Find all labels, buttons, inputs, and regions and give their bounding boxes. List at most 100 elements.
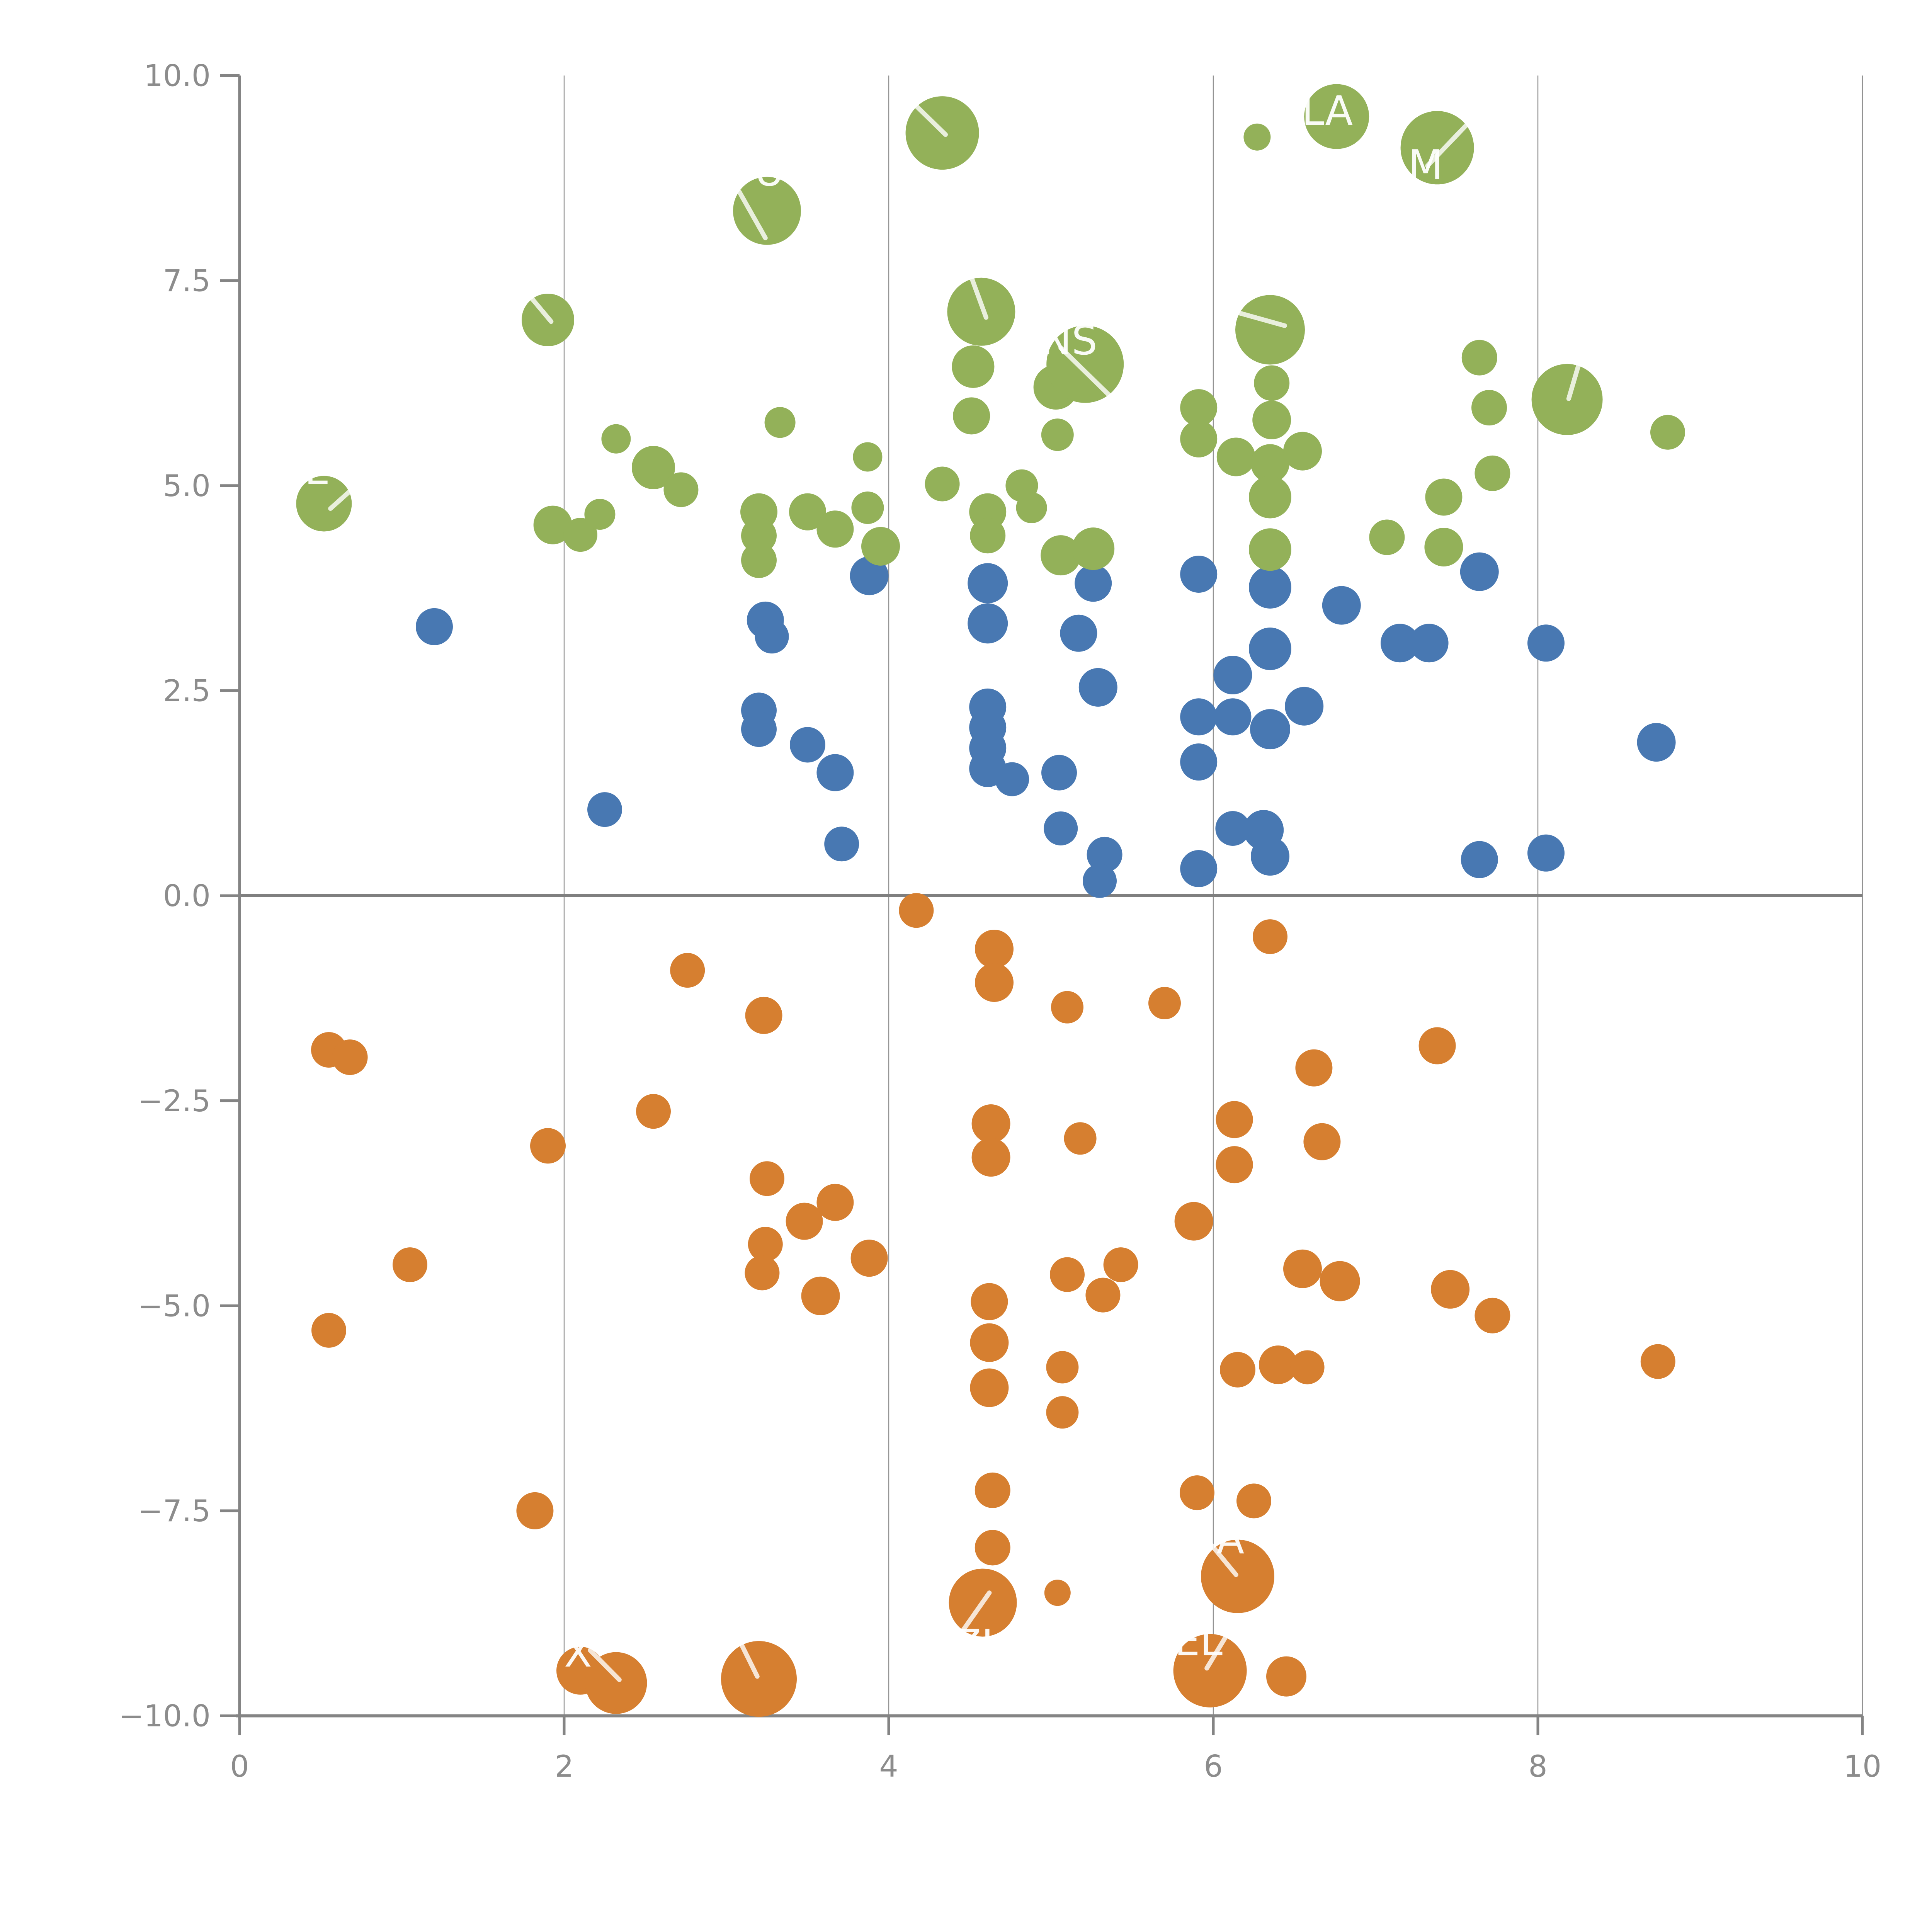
- scatter-point-orange: [1148, 987, 1181, 1020]
- scatter-point-orange: [1050, 1257, 1085, 1292]
- scatter-point-blue: [1410, 624, 1449, 663]
- scatter-point-green: [1425, 478, 1463, 516]
- scatter-point-green: [1475, 455, 1510, 491]
- scatter-point-orange: [1046, 1351, 1079, 1384]
- scatter-point-orange: [801, 1276, 840, 1315]
- scatter-point-blue: [1180, 555, 1218, 593]
- scatter-point-green: [296, 476, 352, 532]
- scatter-point-orange: [1236, 1483, 1271, 1519]
- y-tick-label: 10.0: [144, 59, 211, 94]
- scatter-point-green: [861, 527, 900, 566]
- scatter-point-blue: [1460, 552, 1499, 591]
- scatter-point-green: [1180, 420, 1218, 457]
- scatter-point-blue: [968, 603, 1008, 644]
- scatter-point-orange: [1085, 1277, 1121, 1313]
- scatter-point-blue: [1180, 743, 1218, 781]
- annotation-leader-line: [1201, 1533, 1238, 1577]
- scatter-point-orange: [1303, 1123, 1341, 1160]
- scatter-point-green: [1046, 325, 1124, 403]
- annotation-leader-line: [737, 189, 768, 240]
- annotation-leader-line: [951, 1590, 992, 1646]
- scatter-point-orange: [850, 1240, 888, 1277]
- scatter-point-orange: [975, 1530, 1010, 1566]
- scatter-point-blue: [1075, 565, 1112, 602]
- annotation-leader-line: [896, 86, 948, 137]
- scatter-point-green: [1304, 84, 1369, 149]
- annotation-leader-line: [588, 1648, 622, 1682]
- scatter-point-orange: [636, 1094, 671, 1129]
- annotation-leader-line: [964, 262, 988, 320]
- scatter-point-orange: [585, 1652, 647, 1714]
- scatter-point-green: [584, 499, 616, 530]
- scatter-point-orange: [311, 1313, 346, 1348]
- annotation-leader-line: [1566, 352, 1584, 401]
- scatter-point-blue: [816, 754, 854, 791]
- scatter-point-blue: [741, 711, 777, 747]
- scatter-point-green: [1249, 528, 1291, 571]
- x-tick-label: 8: [1528, 1749, 1547, 1784]
- scatter-point-orange: [1320, 1261, 1360, 1301]
- scatter-point-orange: [975, 929, 1014, 968]
- scatter-point-green: [952, 345, 995, 388]
- scatter-point-orange: [516, 1492, 554, 1529]
- y-tick-label: −10.0: [119, 1699, 211, 1734]
- scatter-point-orange: [721, 1641, 797, 1717]
- annotation-leader-line: [513, 276, 554, 324]
- scatter-point-green: [789, 493, 826, 531]
- y-tick-label: 5.0: [163, 469, 211, 503]
- scatter-point-orange: [748, 1227, 783, 1262]
- scatter-point-green: [1424, 527, 1463, 566]
- scatter-point-orange: [816, 1184, 854, 1221]
- scatter-point-orange: [332, 1039, 368, 1075]
- scatter-point-green: [733, 177, 801, 245]
- scatter-point-green: [741, 542, 777, 578]
- scatter-point-orange: [971, 1283, 1008, 1320]
- scatter-point-green: [533, 505, 572, 544]
- scatter-point-blue: [968, 563, 1008, 604]
- scatter-point-green: [925, 466, 960, 502]
- scatter-point-green: [1254, 365, 1290, 401]
- annotation-leader-line: [1425, 116, 1476, 168]
- x-tick-label: 4: [879, 1749, 898, 1784]
- scatter-point-green: [1249, 476, 1291, 519]
- annotation-leader-line: [1221, 306, 1287, 328]
- y-tick-label: −2.5: [138, 1084, 211, 1119]
- scatter-point-blue: [850, 556, 889, 595]
- annotation-label: X: [564, 1629, 592, 1676]
- scatter-point-orange: [1064, 1122, 1097, 1155]
- scatter-point-orange: [393, 1247, 427, 1282]
- scatter-point-green: [601, 424, 631, 454]
- annotation-label: ZL: [954, 1621, 1004, 1668]
- annotation-label: M: [1408, 141, 1443, 189]
- x-tick-label: 10: [1844, 1749, 1882, 1784]
- scatter-point-orange: [1418, 1027, 1456, 1065]
- scatter-point-green: [947, 277, 1015, 346]
- scatter-point-orange: [1259, 1345, 1298, 1384]
- scatter-point-blue: [1180, 698, 1218, 736]
- scatter-point-orange: [1173, 1634, 1247, 1708]
- scatter-point-orange: [750, 1161, 784, 1196]
- scatter-point-orange: [970, 1368, 1009, 1407]
- scatter-point-orange: [1044, 1580, 1071, 1606]
- scatter-point-green: [764, 407, 796, 438]
- scatter-point-blue: [1249, 566, 1291, 609]
- scatter-point-orange: [745, 997, 782, 1034]
- scatter-point-green: [1041, 418, 1074, 451]
- scatter-point-blue: [995, 762, 1029, 796]
- annotation-leader-line: [1204, 1628, 1232, 1671]
- scatter-point-orange: [1290, 1350, 1325, 1384]
- scatter-point-green: [1243, 123, 1271, 151]
- scatter-point-green: [1369, 519, 1405, 555]
- scatter-point-orange: [971, 1138, 1010, 1177]
- scatter-point-green: [1252, 400, 1291, 439]
- annotation-leader-line: [730, 1625, 760, 1679]
- x-tick-label: 2: [554, 1749, 573, 1784]
- scatter-point-orange: [1180, 1475, 1214, 1510]
- y-tick-label: −5.0: [138, 1289, 211, 1323]
- scatter-point-orange: [975, 963, 1014, 1002]
- scatter-point-green: [853, 442, 883, 472]
- scatter-point-blue: [1078, 668, 1117, 707]
- scatter-point-orange: [786, 1202, 823, 1240]
- scatter-point-green: [816, 510, 854, 548]
